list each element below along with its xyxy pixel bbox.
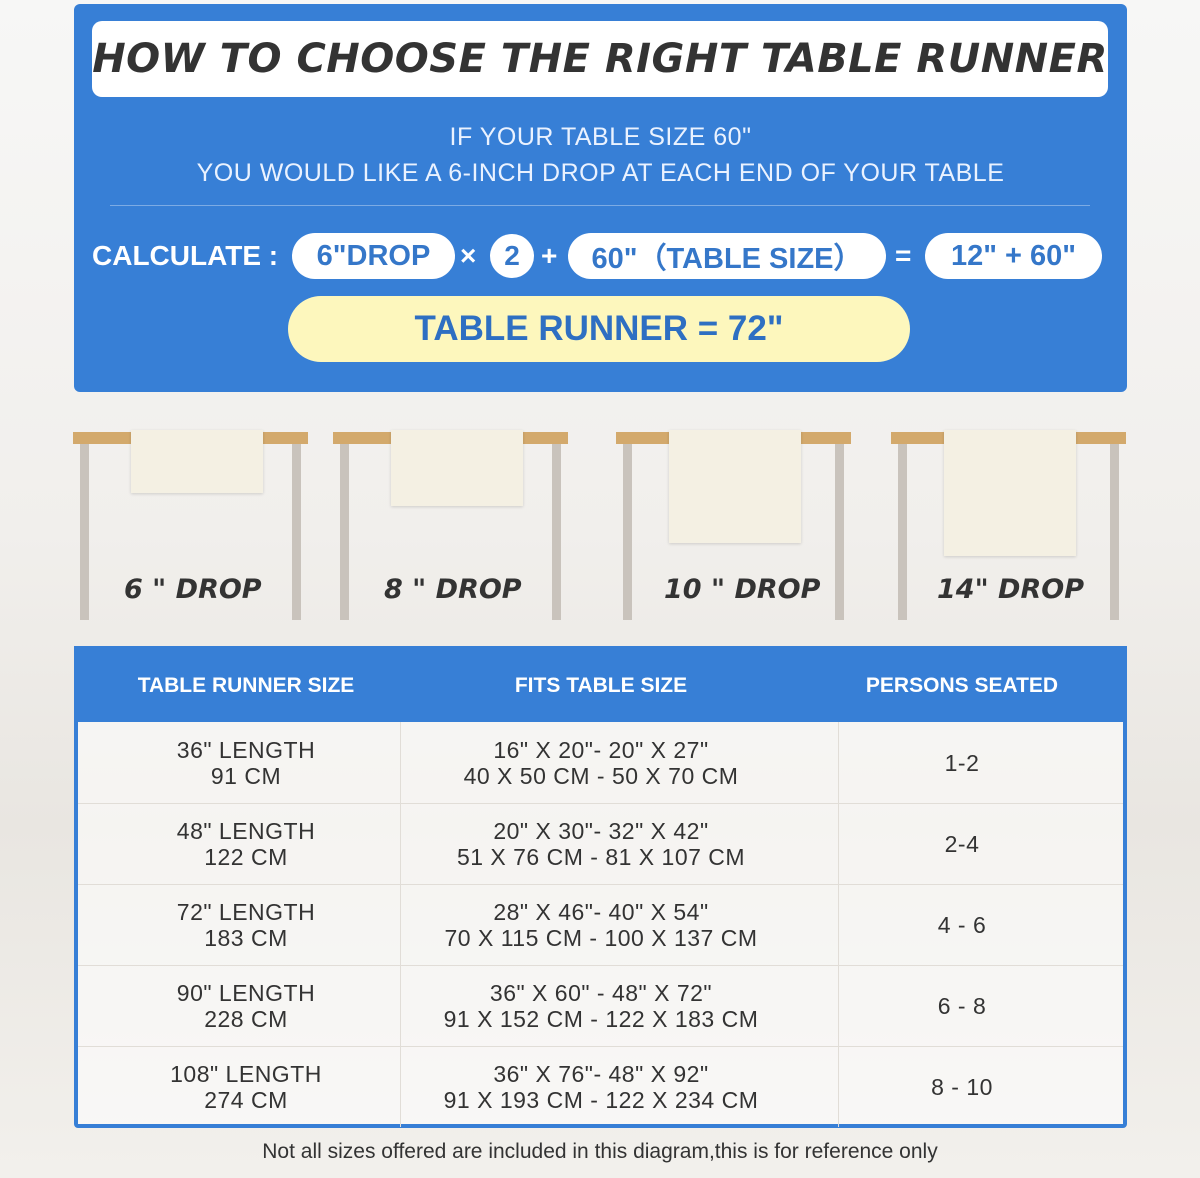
operator: ×	[460, 240, 477, 271]
column-header: FITS TABLE SIZE	[514, 674, 688, 697]
table-leg	[835, 444, 844, 620]
table-cell-line: 91 X 152 CM - 122 X 183 CM	[443, 1005, 759, 1032]
title: HOW TO CHOOSE THE RIGHT TABLE RUNNER	[92, 36, 1108, 82]
table-cell-line: 122 CM	[204, 843, 288, 870]
table-cell-line: 183 CM	[204, 924, 288, 951]
table-header	[74, 646, 1127, 722]
column-divider	[838, 722, 839, 1127]
table-cell-line: 40 X 50 CM - 50 X 70 CM	[463, 762, 739, 789]
table-leg	[292, 444, 301, 620]
table-cell-line: 16" X 20"- 20" X 27"	[493, 736, 709, 763]
drop-label: 8 " DROP	[384, 574, 522, 605]
table-cell: 8 - 10	[931, 1073, 993, 1100]
separator	[110, 205, 1090, 206]
table-cell: 4 - 6	[937, 911, 987, 938]
title-box: HOW TO CHOOSE THE RIGHT TABLE RUNNER	[92, 21, 1108, 97]
table-cell: 2-4	[944, 830, 980, 857]
table-cell-line: 91 X 193 CM - 122 X 234 CM	[443, 1086, 759, 1113]
table-cell-line: 36" X 76"- 48" X 92"	[493, 1060, 709, 1087]
row-divider	[78, 965, 1123, 966]
drop-label: 6 " DROP	[124, 574, 262, 605]
table-leg	[340, 444, 349, 620]
row-divider	[78, 1046, 1123, 1047]
runner	[131, 430, 263, 493]
table-cell-line: 48" LENGTH	[176, 817, 316, 844]
table-leg	[898, 444, 907, 620]
runner	[391, 430, 523, 506]
table-cell-line: 20" X 30"- 32" X 42"	[493, 817, 709, 844]
row-divider	[78, 803, 1123, 804]
operator: =	[895, 240, 912, 271]
intro-line: YOU WOULD LIKE A 6-INCH DROP AT EACH END…	[196, 159, 1005, 187]
operator: +	[541, 240, 558, 271]
table-leg	[623, 444, 632, 620]
table-cell-line: 228 CM	[204, 1005, 288, 1032]
table-leg	[1110, 444, 1119, 620]
table-cell-line: 91 CM	[210, 762, 282, 789]
column-divider	[400, 722, 401, 1127]
drop-label: 14" DROP	[937, 574, 1084, 605]
row-divider	[78, 884, 1123, 885]
table-cell-line: 51 X 76 CM - 81 X 107 CM	[456, 843, 746, 870]
table-cell-line: 108" LENGTH	[170, 1060, 322, 1087]
total-pill: TABLE RUNNER = 72"	[288, 296, 910, 362]
runner	[944, 430, 1076, 556]
factor-circle: 2	[490, 234, 534, 278]
table-cell-line: 72" LENGTH	[176, 898, 316, 925]
column-header: PERSONS SEATED	[865, 674, 1059, 697]
size-table	[74, 646, 1127, 1128]
drop-label: 10 " DROP	[664, 574, 821, 605]
table-size-pill: 60"（TABLE SIZE）	[568, 233, 886, 279]
result-pill: 12" + 60"	[925, 233, 1102, 279]
table-cell: 6 - 8	[937, 992, 987, 1019]
table-cell: 1-2	[944, 749, 980, 776]
column-header: TABLE RUNNER SIZE	[137, 674, 355, 697]
table-cell-line: 36" LENGTH	[176, 736, 316, 763]
table-leg	[80, 444, 89, 620]
table-leg	[552, 444, 561, 620]
table-cell-line: 274 CM	[204, 1086, 288, 1113]
table-cell-line: 36" X 60" - 48" X 72"	[489, 979, 713, 1006]
table-cell-line: 70 X 115 CM - 100 X 137 CM	[444, 924, 758, 951]
intro-line: IF YOUR TABLE SIZE 60"	[449, 123, 752, 151]
drop-pill: 6"DROP	[292, 233, 455, 279]
footnote: Not all sizes offered are included in th…	[262, 1140, 938, 1163]
table-cell-line: 28" X 46"- 40" X 54"	[493, 898, 709, 925]
calc-label: CALCULATE :	[92, 240, 279, 271]
runner	[669, 430, 801, 543]
table-cell-line: 90" LENGTH	[176, 979, 316, 1006]
